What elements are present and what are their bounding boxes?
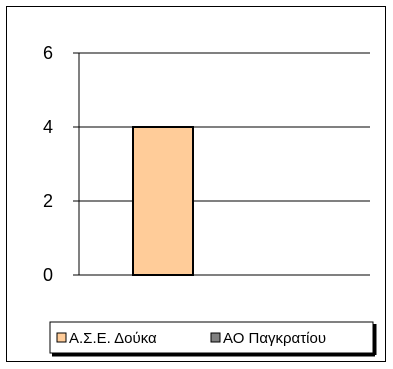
legend-swatch-aopagkratiou [210, 332, 221, 343]
bars [132, 126, 194, 276]
gridlines [73, 52, 370, 276]
y-tick-label-4: 4 [43, 117, 53, 137]
legend-swatch-asedouka [56, 332, 67, 343]
legend: Α.Σ.Ε. Δούκα ΑΟ Παγκρατίου [49, 321, 377, 357]
chart-frame [6, 6, 386, 362]
y-axis-ticks: 0 2 4 6 [43, 43, 53, 285]
bar-series-0-cat-0 [132, 126, 194, 276]
y-tick-label-6: 6 [43, 43, 53, 63]
y-tick-label-2: 2 [43, 191, 53, 211]
y-tick-label-0: 0 [43, 265, 53, 285]
legend-label-asedouka: Α.Σ.Ε. Δούκα [69, 330, 157, 347]
legend-label-aopagkratiou: ΑΟ Παγκρατίου [223, 330, 326, 347]
